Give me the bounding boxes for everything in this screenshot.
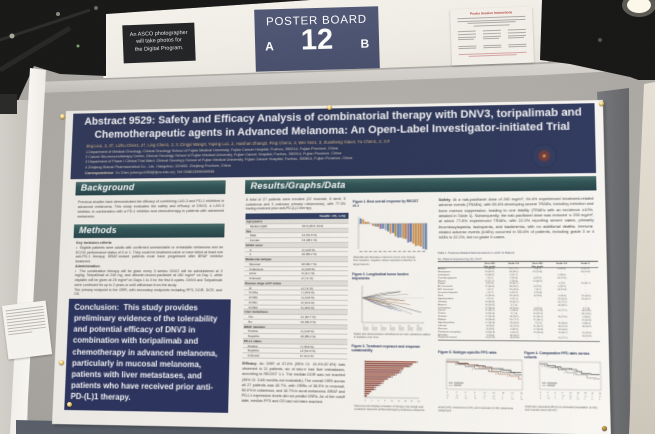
svg-text:9: 9 [447, 398, 448, 400]
svg-text:21: 21 [591, 393, 593, 395]
svg-text:9: 9 [540, 398, 541, 400]
svg-text:15: 15 [577, 392, 579, 394]
svg-text:12: 12 [399, 325, 401, 327]
svg-text:14: 14 [493, 398, 495, 400]
svg-text:18: 18 [502, 392, 504, 394]
svg-text:2: 2 [502, 398, 503, 400]
svg-text:0: 0 [562, 398, 563, 400]
svg-text:24: 24 [599, 393, 602, 395]
svg-text:0: 0 [584, 399, 585, 401]
svg-text:21: 21 [577, 398, 579, 400]
svg-text:18: 18 [417, 325, 419, 327]
svg-text:6: 6 [465, 392, 466, 394]
svg-text:6: 6 [378, 400, 379, 402]
svg-text:9: 9 [384, 400, 385, 402]
svg-text:12: 12 [483, 392, 485, 394]
svg-text:12: 12 [391, 400, 393, 402]
svg-text:0: 0 [540, 392, 541, 394]
svg-text:18: 18 [584, 393, 586, 395]
svg-text:21: 21 [411, 401, 413, 403]
svg-text:3: 3 [372, 325, 373, 327]
svg-text:9: 9 [562, 392, 563, 394]
svg-text:12: 12 [569, 392, 571, 394]
svg-text:6: 6 [555, 392, 556, 394]
svg-text:2: 2 [555, 398, 556, 400]
svg-text:9: 9 [474, 392, 475, 394]
svg-text:3: 3 [547, 392, 548, 394]
svg-text:3: 3 [456, 392, 457, 394]
svg-text:0: 0 [363, 325, 364, 327]
svg-text:3: 3 [483, 398, 484, 400]
svg-text:6: 6 [592, 399, 593, 401]
svg-text:16: 16 [520, 399, 522, 401]
svg-text:18: 18 [404, 401, 406, 403]
svg-text:24: 24 [520, 393, 522, 395]
svg-text:9: 9 [390, 325, 391, 327]
svg-text:14: 14 [511, 399, 513, 401]
svg-text:21: 21 [456, 398, 458, 400]
svg-text:3: 3 [371, 400, 372, 402]
svg-text:21: 21 [511, 393, 513, 395]
svg-text:12: 12 [547, 398, 549, 400]
svg-text:6: 6 [381, 325, 382, 327]
svg-text:24: 24 [465, 398, 467, 400]
svg-text:0: 0 [447, 392, 448, 394]
svg-text:27: 27 [569, 398, 571, 400]
svg-text:0: 0 [365, 400, 366, 402]
svg-text:24: 24 [417, 401, 419, 403]
svg-text:15: 15 [397, 401, 399, 403]
svg-text:13: 13 [474, 398, 476, 400]
svg-text:15: 15 [408, 325, 410, 327]
svg-text:15: 15 [493, 392, 495, 394]
svg-text:6: 6 [599, 399, 600, 401]
